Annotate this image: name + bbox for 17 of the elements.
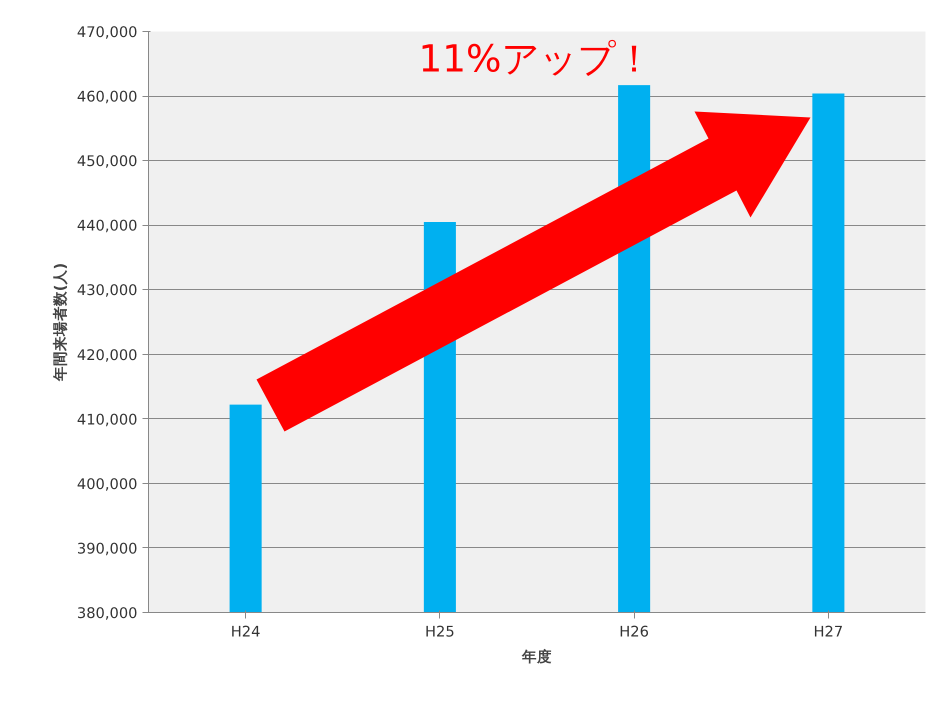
y-tick-label: 450,000: [76, 153, 138, 170]
x-tick-label: H24: [230, 624, 260, 640]
y-tick-label: 410,000: [76, 411, 138, 428]
y-tick-label: 440,000: [76, 218, 138, 235]
y-tick-label: 420,000: [76, 346, 138, 364]
x-tick-label: H25: [425, 624, 455, 640]
x-axis-title: 年度: [521, 648, 552, 666]
y-tick-label: 380,000: [76, 605, 138, 622]
y-tick-label: 400,000: [76, 476, 138, 493]
annotation: 11%アップ！: [418, 36, 652, 80]
y-tick-label: 470,000: [76, 24, 138, 41]
y-tick-label: 430,000: [76, 282, 138, 300]
x-tick-label: H26: [619, 624, 649, 640]
y-tick-label: 460,000: [76, 88, 138, 106]
y-axis-title: 年間来場者数(人): [52, 262, 69, 382]
y-tick-label: 390,000: [76, 540, 138, 558]
x-tick-label: H27: [814, 624, 844, 640]
